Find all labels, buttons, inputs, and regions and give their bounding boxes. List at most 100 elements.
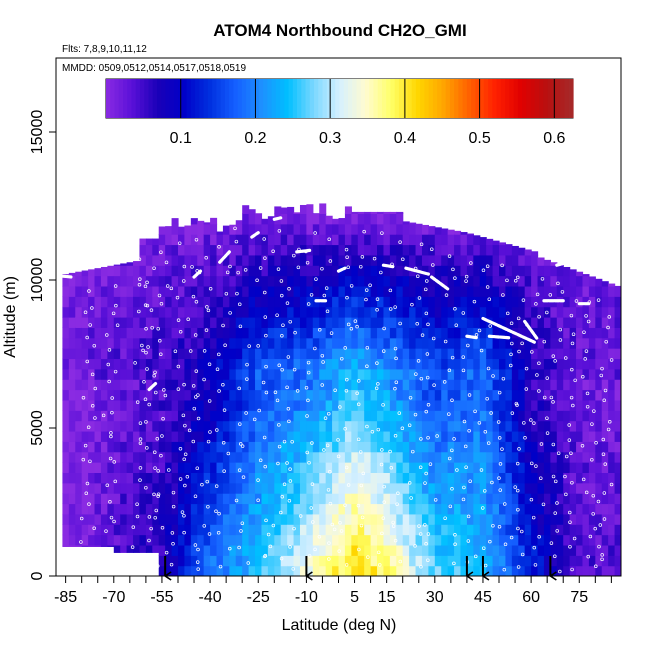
y-tick-label: 15000	[29, 110, 46, 155]
heatmap-cell	[466, 441, 474, 453]
heatmap-cell	[287, 524, 295, 536]
sample-point	[92, 526, 96, 531]
sample-point	[282, 482, 287, 487]
sample-point	[444, 293, 449, 297]
heatmap-cell	[235, 399, 243, 411]
heatmap-cell	[133, 265, 141, 277]
heatmap-cell	[299, 234, 307, 246]
heatmap-cell	[62, 493, 70, 505]
heatmap-cell	[242, 462, 250, 473]
heatmap-cell	[582, 306, 590, 318]
heatmap-cell	[402, 234, 410, 246]
heatmap-cell	[139, 389, 147, 401]
heatmap-cell	[428, 544, 436, 556]
heatmap-cell	[499, 462, 507, 473]
heatmap-cell	[428, 389, 436, 401]
heatmap-cell	[235, 534, 243, 546]
sample-point	[306, 370, 311, 375]
heatmap-cell	[190, 306, 198, 318]
heatmap-cell	[94, 285, 102, 297]
heatmap-cell	[216, 337, 224, 349]
heatmap-cell	[248, 472, 256, 484]
flight-track-segment	[86, 259, 100, 267]
heatmap-cell	[197, 275, 205, 287]
heatmap-cell	[370, 327, 378, 339]
heatmap-cell	[190, 513, 198, 525]
sample-point	[338, 520, 342, 525]
heatmap-cell	[139, 265, 147, 277]
heatmap-cell	[466, 410, 474, 422]
heatmap-cell	[126, 451, 134, 463]
heatmap-cell	[222, 441, 230, 453]
heatmap-cell	[576, 348, 584, 360]
heatmap-cell	[68, 472, 76, 484]
heatmap-cell	[319, 430, 327, 442]
heatmap-cell	[466, 534, 474, 546]
heatmap-cell	[537, 451, 545, 463]
heatmap-cell	[312, 441, 320, 453]
sample-point	[240, 521, 245, 525]
sample-point	[418, 532, 423, 536]
colorbar-swatch	[139, 79, 145, 118]
heatmap-cell	[184, 348, 192, 360]
heatmap-cell	[377, 544, 385, 556]
heatmap-cell	[447, 244, 455, 256]
heatmap-cell	[120, 389, 128, 401]
heatmap-cell	[537, 565, 545, 576]
heatmap-cell	[441, 358, 449, 370]
heatmap-cell	[569, 358, 577, 370]
heatmap-cell	[550, 420, 558, 432]
sample-point	[364, 297, 368, 302]
heatmap-cell	[261, 462, 269, 473]
heatmap-cell	[396, 555, 404, 567]
heatmap-cell	[242, 534, 250, 546]
heatmap-cell	[409, 534, 417, 546]
heatmap-cell	[267, 327, 275, 339]
sample-point	[551, 400, 555, 404]
sample-point	[79, 516, 84, 521]
heatmap-cell	[344, 296, 352, 308]
heatmap-cell	[351, 389, 359, 401]
heatmap-cell	[428, 493, 436, 505]
colorbar-swatch	[152, 79, 158, 118]
heatmap-cell	[267, 493, 275, 505]
colorbar-swatch	[241, 79, 247, 118]
heatmap-cell	[267, 503, 275, 515]
heatmap-cell	[62, 379, 70, 391]
heatmap-cell	[75, 493, 83, 505]
heatmap-cell	[473, 327, 481, 339]
sample-point	[144, 485, 148, 490]
heatmap-cell	[280, 348, 288, 360]
heatmap-cell	[473, 503, 481, 515]
sample-point	[328, 259, 333, 263]
heatmap-cell	[421, 555, 429, 567]
sample-point	[496, 420, 501, 424]
sample-point	[322, 293, 327, 298]
sample-point	[423, 287, 428, 292]
sample-point	[570, 567, 574, 572]
heatmap-cell	[415, 275, 423, 287]
heatmap-cell	[569, 348, 577, 360]
heatmap-cell	[197, 348, 205, 360]
sample-point	[393, 346, 398, 351]
heatmap-cell	[479, 358, 487, 370]
sample-point	[415, 322, 419, 326]
sample-point	[408, 395, 413, 400]
heatmap-cell	[68, 296, 76, 308]
heatmap-cell	[383, 275, 391, 287]
heatmap-cell	[370, 285, 378, 297]
sample-point	[545, 416, 549, 420]
heatmap-cell	[306, 296, 314, 308]
heatmap-cell	[505, 275, 513, 287]
heatmap-cell	[261, 503, 269, 515]
heatmap-cell	[569, 513, 577, 525]
heatmap-cell	[389, 234, 397, 246]
heatmap-cell	[152, 472, 160, 484]
heatmap-cell	[293, 368, 301, 380]
heatmap-cell	[543, 451, 551, 463]
heatmap-cell	[222, 513, 230, 525]
heatmap-cell	[370, 441, 378, 453]
sample-point	[169, 286, 174, 291]
heatmap-cell	[537, 441, 545, 453]
colorbar-swatch	[530, 79, 536, 118]
